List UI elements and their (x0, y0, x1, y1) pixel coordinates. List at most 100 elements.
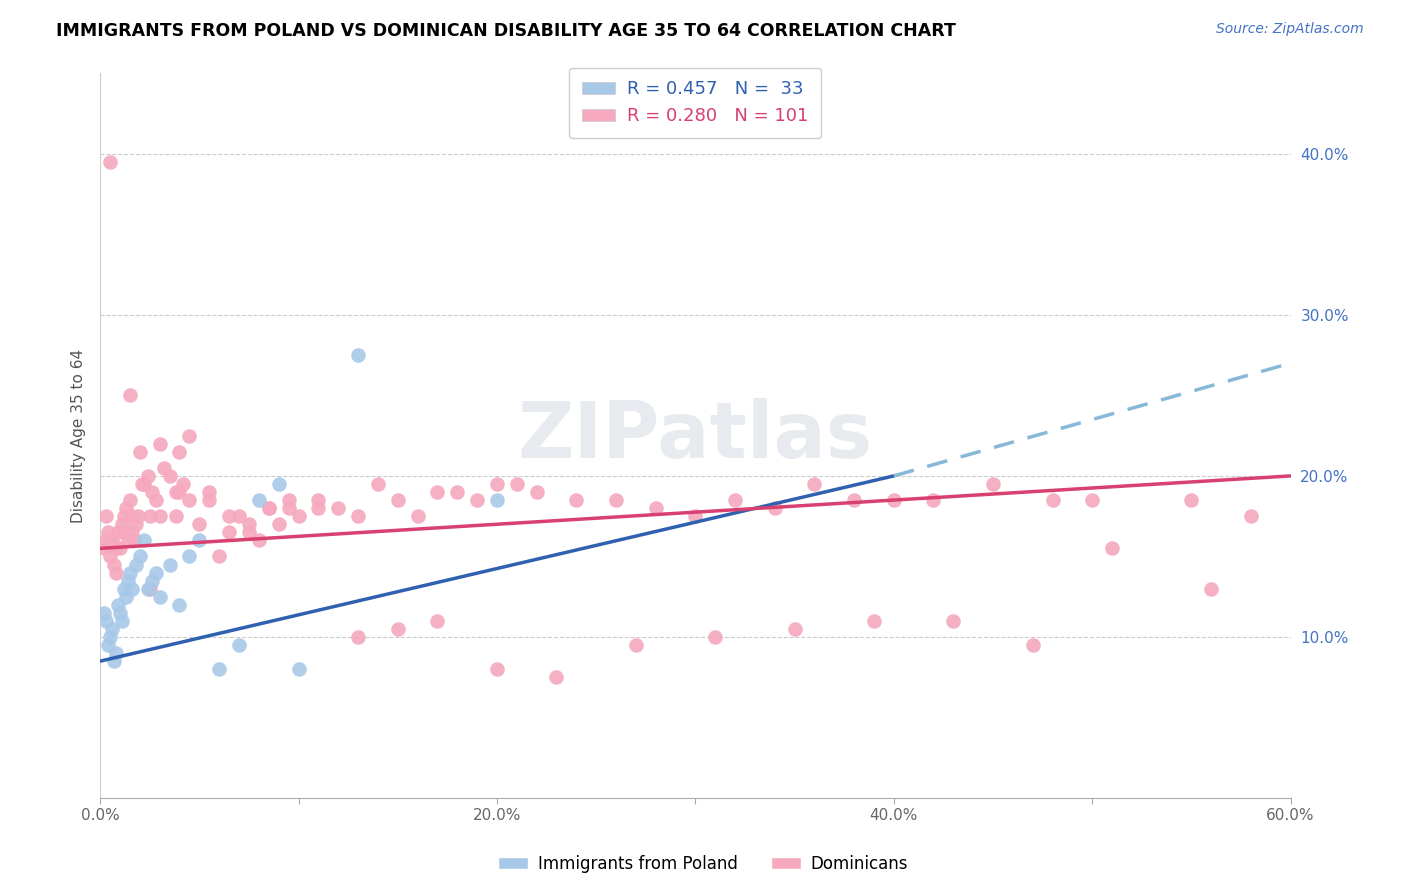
Point (287, 662, 309, 676)
Point (136, 582, 159, 596)
Point (247, 533, 270, 548)
Point (138, 582, 160, 596)
Point (188, 517, 211, 532)
Point (228, 509, 250, 524)
Point (783, 622, 806, 636)
Point (149, 590, 172, 604)
Point (644, 501, 666, 516)
Point (465, 493, 488, 508)
Point (387, 493, 409, 508)
Point (141, 574, 163, 588)
Point (125, 558, 148, 572)
Point (122, 533, 145, 548)
Point (141, 485, 163, 500)
Point (149, 509, 172, 524)
Point (1180, 493, 1202, 508)
Point (169, 444, 191, 458)
Point (188, 533, 211, 548)
Point (112, 582, 135, 596)
Point (277, 493, 299, 508)
Point (981, 477, 1004, 491)
Point (121, 525, 143, 540)
Point (218, 525, 240, 540)
Point (1240, 509, 1263, 524)
Point (152, 461, 174, 475)
Point (115, 501, 138, 516)
Point (208, 549, 231, 564)
Point (108, 606, 131, 620)
Point (426, 614, 449, 628)
Point (98, 630, 121, 644)
Point (94, 614, 117, 628)
Point (526, 485, 548, 500)
Point (1081, 493, 1104, 508)
Point (1101, 541, 1123, 556)
Point (118, 388, 141, 402)
Point (108, 541, 131, 556)
Point (165, 485, 187, 500)
Point (922, 493, 945, 508)
Point (128, 444, 150, 458)
Point (307, 501, 329, 516)
Point (112, 509, 135, 524)
Text: ZIPatlas: ZIPatlas (517, 398, 873, 474)
Point (1021, 638, 1043, 652)
Point (103, 654, 125, 668)
Point (1199, 582, 1222, 596)
Point (208, 662, 231, 676)
Point (98, 533, 121, 548)
Point (112, 525, 135, 540)
Point (107, 525, 129, 540)
Point (426, 485, 449, 500)
Point (165, 509, 187, 524)
Point (103, 558, 125, 572)
Point (136, 469, 159, 483)
Point (406, 509, 429, 524)
Point (198, 485, 221, 500)
Point (347, 348, 370, 362)
Point (218, 509, 240, 524)
Point (145, 493, 167, 508)
Point (267, 517, 290, 532)
Point (121, 509, 143, 524)
Point (307, 493, 329, 508)
Point (179, 428, 201, 442)
Point (117, 574, 139, 588)
Point (111, 517, 134, 532)
Point (446, 485, 468, 500)
Point (149, 436, 172, 450)
Point (367, 477, 389, 491)
Point (277, 501, 299, 516)
Point (387, 622, 409, 636)
Point (105, 646, 128, 660)
Point (94, 533, 117, 548)
Point (685, 509, 707, 524)
Point (287, 509, 309, 524)
Point (565, 493, 588, 508)
Point (145, 566, 167, 580)
Point (624, 638, 647, 652)
Point (107, 598, 129, 612)
Point (347, 509, 370, 524)
Point (132, 477, 155, 491)
Point (98, 549, 121, 564)
Point (93, 606, 115, 620)
Point (172, 477, 194, 491)
Point (105, 566, 128, 580)
Point (169, 598, 191, 612)
Point (132, 533, 155, 548)
Point (1042, 493, 1064, 508)
Point (125, 517, 148, 532)
Point (485, 493, 508, 508)
Y-axis label: Disability Age 35 to 64: Disability Age 35 to 64 (72, 349, 86, 523)
Point (763, 501, 786, 516)
Point (97, 525, 120, 540)
Point (159, 558, 181, 572)
Point (117, 533, 139, 548)
Point (121, 582, 143, 596)
Point (228, 638, 250, 652)
Point (238, 525, 260, 540)
Legend: Immigrants from Poland, Dominicans: Immigrants from Poland, Dominicans (491, 848, 915, 880)
Point (101, 622, 124, 636)
Point (105, 541, 128, 556)
